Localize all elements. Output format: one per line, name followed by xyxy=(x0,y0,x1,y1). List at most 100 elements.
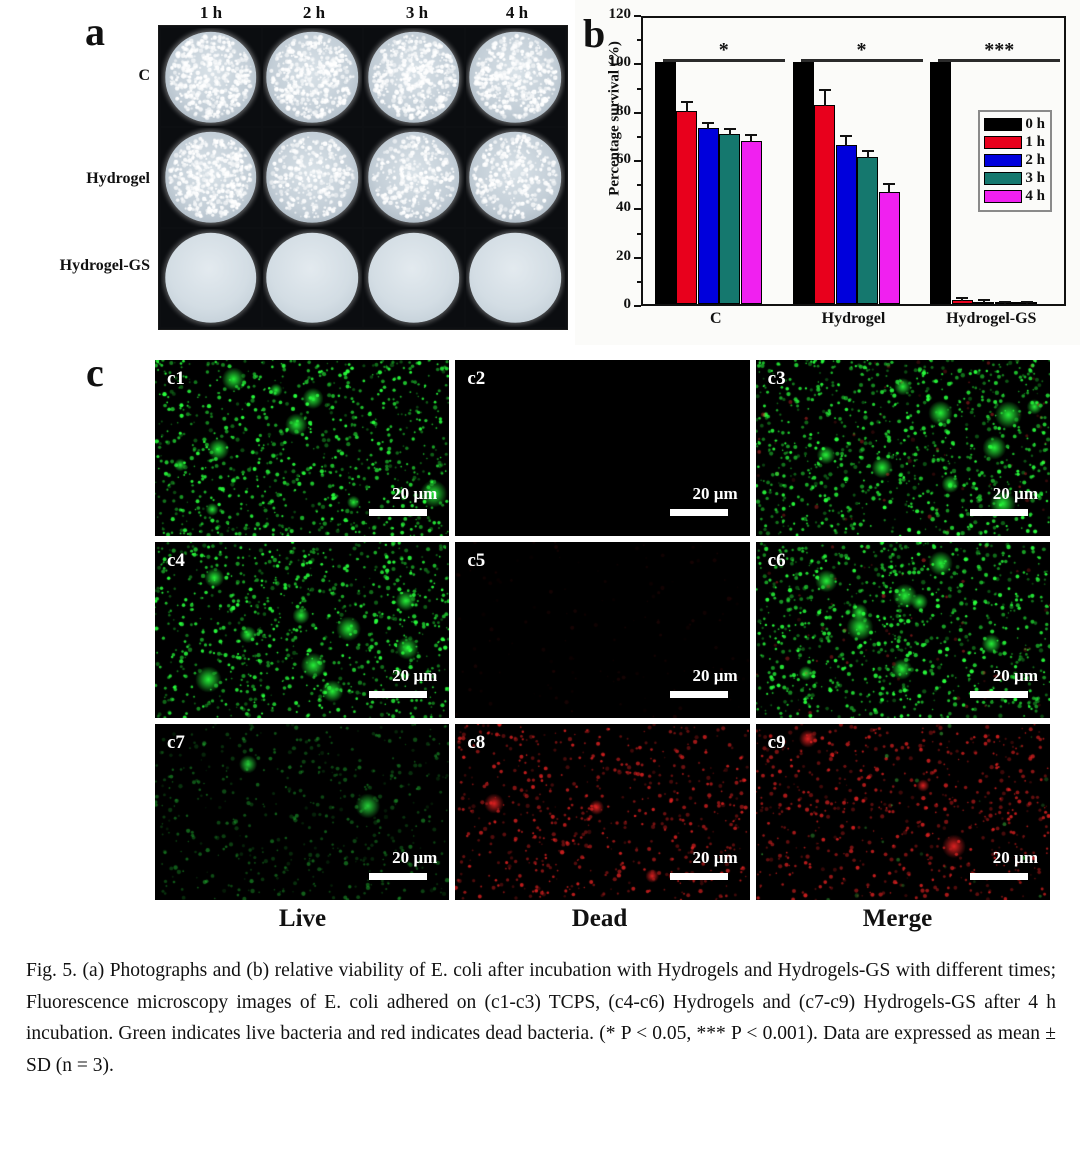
legend-swatch-3h xyxy=(984,172,1023,185)
error-bar-cap xyxy=(702,122,715,125)
significance-marker-hydrogel: * xyxy=(856,39,867,62)
y-axis-tick-label: 40 xyxy=(616,199,631,216)
fluorescence-signal-c5 xyxy=(455,542,750,718)
panel-a: a 1 h 2 h 3 h 4 h C Hydrogel Hydrogel-GS xyxy=(0,0,575,345)
bar-hydrogel-3h xyxy=(857,156,878,304)
bar-hydrogel-2h xyxy=(835,144,857,304)
image-tag-c1: c1 xyxy=(167,368,185,389)
error-bar-cap xyxy=(745,134,758,137)
x-axis-label-c: C xyxy=(709,310,722,327)
fluorescence-signal-c1 xyxy=(155,360,449,536)
bar-hydrogel-1h xyxy=(814,104,835,304)
scale-bar-label-c8: 20 µm xyxy=(692,848,738,867)
panel-b: b Percentage survival (%) 0 20 40 60 80 100 12… xyxy=(575,0,1080,345)
plate-hydrogel-4h xyxy=(465,128,565,227)
plate-hydrogel-gs-4h xyxy=(465,228,565,327)
panel-a-letter: a xyxy=(85,9,105,54)
row-label-hydrogel-gs: Hydrogel-GS xyxy=(59,257,150,274)
y-axis-minor-tick xyxy=(637,232,641,235)
column-header-4h: 4 h xyxy=(505,3,529,22)
y-axis-minor-tick xyxy=(637,184,641,187)
legend-item-3h: 3 h xyxy=(984,170,1045,187)
fluorescence-signal-c4 xyxy=(155,542,449,718)
fluorescence-image-c7: c7 20 µm xyxy=(155,724,450,900)
scale-bar-label-c4: 20 µm xyxy=(392,666,438,685)
plate-c-2h xyxy=(262,28,362,127)
error-bar-cap xyxy=(1020,300,1033,303)
error-bar xyxy=(866,151,869,158)
image-tag-c5: c5 xyxy=(467,550,486,571)
legend-swatch-1h xyxy=(984,136,1023,149)
error-bar xyxy=(707,124,710,129)
y-axis-tick-label: 0 xyxy=(623,296,632,312)
column-caption-merge: Merge xyxy=(862,905,933,932)
error-bar-cap xyxy=(818,89,831,92)
bar-c-2h xyxy=(697,127,719,304)
panel-a-row-labels: C Hydrogel Hydrogel-GS xyxy=(0,0,155,345)
fluorescence-image-c9: c9 20 µm xyxy=(755,724,1050,900)
plate-c-4h xyxy=(465,28,565,127)
legend-item-0h: 0 h xyxy=(984,116,1045,133)
row-label-hydrogel: Hydrogel xyxy=(86,170,150,187)
error-bar-cap xyxy=(680,100,693,103)
scale-bar-c2 xyxy=(669,509,728,516)
scale-bar-c1 xyxy=(369,509,428,516)
scale-bar-label-c6: 20 µm xyxy=(992,666,1038,685)
bar-hydrogel-0h xyxy=(792,62,814,304)
fluorescence-image-c6: c6 20 µm xyxy=(755,542,1050,718)
fluorescence-image-c8: c8 20 µm xyxy=(455,724,750,900)
fluorescence-image-grid: c1 20 µm c2 20 µm c3 20 µm c4 20 µm c5 20 µm c6 20 … xyxy=(155,360,1050,900)
y-axis-tick xyxy=(634,15,641,17)
error-bar-cap xyxy=(999,300,1012,303)
fluorescence-image-c2: c2 20 µm xyxy=(455,360,750,536)
scale-bar-label-c9: 20 µm xyxy=(992,848,1038,867)
fluorescence-signal-c7 xyxy=(155,724,449,900)
scale-bar-label-c1: 20 µm xyxy=(392,484,438,503)
error-bar xyxy=(685,102,688,112)
fluorescence-image-c1: c1 20 µm xyxy=(155,360,450,536)
y-axis-tick xyxy=(634,305,641,307)
error-bar xyxy=(888,185,890,193)
column-header-3h: 3 h xyxy=(405,3,429,22)
image-tag-c2: c2 xyxy=(467,368,486,389)
y-axis-tick-label: 60 xyxy=(616,151,631,167)
x-axis-label-hydrogel-gs: Hydrogel-GS xyxy=(946,310,1037,327)
error-bar-cap xyxy=(956,297,969,300)
fluorescence-signal-c3 xyxy=(755,360,1050,536)
legend-label-2h: 2 h xyxy=(1025,152,1045,168)
error-bar-cap xyxy=(977,299,990,302)
significance-line-c xyxy=(662,59,785,63)
plate-c-1h xyxy=(161,28,261,127)
image-tag-c3: c3 xyxy=(767,368,786,389)
legend-item-2h: 2 h xyxy=(984,152,1045,169)
error-bar-cap xyxy=(861,149,874,152)
fluorescence-signal-c9 xyxy=(755,724,1050,900)
legend-swatch-4h xyxy=(984,190,1023,203)
y-axis-minor-tick xyxy=(637,39,641,42)
bar-hydrogel-gs-0h xyxy=(930,62,952,304)
y-axis-tick xyxy=(634,160,641,162)
bar-c-3h xyxy=(719,133,741,304)
fluorescence-signal-c6 xyxy=(755,542,1050,718)
chart-legend: 0 h 1 h 2 h 3 h 4 h xyxy=(978,110,1052,212)
fluorescence-signal-c2 xyxy=(455,360,750,536)
y-axis-tick-label: 100 xyxy=(608,54,632,71)
panel-c-letter: c xyxy=(86,350,104,395)
panel-c: c c1 20 µm c2 20 µm c3 20 µm c4 20 µm c5 20 µm c6 2… xyxy=(0,345,1080,945)
plate-hydrogel-gs-1h xyxy=(161,228,261,327)
column-caption-dead: Dead xyxy=(571,905,628,932)
column-caption-live: Live xyxy=(278,905,327,932)
error-bar xyxy=(845,136,847,146)
error-bar xyxy=(982,301,985,303)
error-bar xyxy=(728,130,731,135)
legend-item-4h: 4 h xyxy=(984,188,1045,205)
image-tag-c9: c9 xyxy=(767,732,786,753)
legend-label-3h: 3 h xyxy=(1025,170,1045,186)
plate-hydrogel-gs-2h xyxy=(262,228,362,327)
scale-bar-c5 xyxy=(669,691,728,698)
y-axis-tick-label: 20 xyxy=(616,247,631,264)
error-bar xyxy=(1004,302,1007,304)
plate-hydrogel-1h xyxy=(161,128,261,227)
y-axis-tick-label: 120 xyxy=(608,6,632,22)
legend-label-1h: 1 h xyxy=(1025,134,1045,150)
